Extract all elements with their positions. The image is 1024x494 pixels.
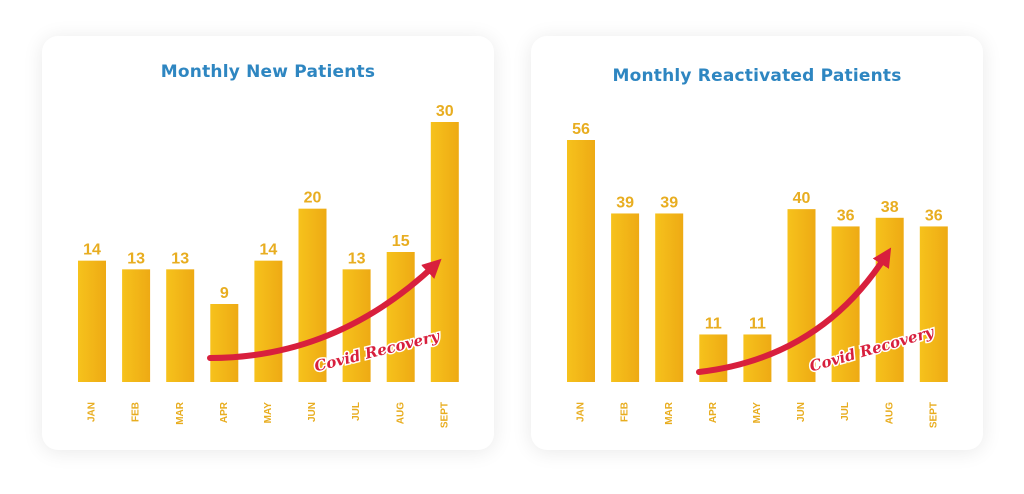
data-label: 11 [749,315,766,332]
tick-label: FEB [131,402,142,422]
chart-title: Monthly Reactivated Patients [612,66,902,86]
data-label: 38 [881,199,899,216]
new-patients-card: Monthly New Patients 14 JAN 13 FEB 13 MAR 9 APR… [42,36,494,450]
bar-jun [298,208,327,382]
data-label: 39 [660,194,678,211]
bar-aug [386,252,415,382]
tick-label: AUG [395,402,406,424]
bar-sept [919,226,948,382]
bar-sept [430,122,459,382]
bar-mar [166,269,195,382]
data-label: 39 [616,194,634,211]
tick-label: APR [219,401,230,423]
tick-label: JAN [87,402,98,422]
data-label: 36 [837,207,855,224]
data-label: 9 [220,285,229,302]
bar-apr [699,334,728,382]
bar-feb [122,269,151,382]
bar-jan [78,260,106,382]
tick-label: MAY [752,402,763,424]
data-label: 20 [304,190,322,207]
reactivated-patients-card: Monthly Reactivated Patients 56 JAN 39 FEB 3… [531,36,983,450]
tick-label: APR [708,401,719,423]
tick-label: MAY [263,402,274,424]
data-label: 13 [127,250,145,267]
data-label: 36 [925,207,943,224]
bar-apr [210,304,239,382]
bar-jun [787,209,816,382]
bar-jan [567,140,595,382]
data-label: 11 [705,315,722,332]
trend-arrow [207,258,442,361]
tick-label: SEPT [439,402,450,428]
reactivated-patients-chart: 56 JAN 39 FEB 39 MAR 11 APR 11 MAY 40 JUN 36 JUL 38 AUG… [567,121,948,428]
data-label: 15 [392,233,410,250]
bar-feb [611,213,640,382]
annotation-label: Covid Recovery [808,323,937,376]
data-label: 14 [260,242,278,259]
tick-label: FEB [620,402,631,422]
bar-aug [875,217,904,382]
tick-label: JAN [576,402,587,422]
tick-label: AUG [884,402,895,424]
data-label: 13 [348,250,366,267]
tick-label: JUL [351,402,362,421]
trend-arrow [696,247,892,375]
data-label: 14 [83,242,101,259]
tick-label: SEPT [928,402,939,428]
data-label: 13 [171,250,189,267]
new-patients-chart: 14 JAN 13 FEB 13 MAR 9 APR 14 MAY 20 JUN 13 JUL 15 AUG 3… [78,103,459,428]
chart-title: Monthly New Patients [160,62,376,82]
tick-label: MAR [664,401,675,425]
bar-may [254,260,283,382]
bar-mar [655,213,684,382]
data-label: 30 [436,103,454,120]
tick-label: JUN [307,402,318,422]
tick-label: JUL [840,402,851,421]
data-label: 40 [793,190,811,207]
tick-label: MAR [175,401,186,425]
tick-label: JUN [796,402,807,422]
data-label: 56 [572,121,590,138]
